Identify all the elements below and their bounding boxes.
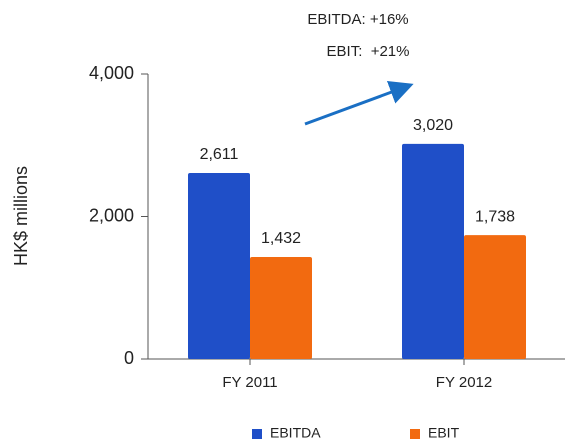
bar bbox=[464, 235, 526, 359]
arrow bbox=[304, 80, 414, 126]
legend-swatch bbox=[410, 429, 420, 439]
x-tick-label: FY 2012 bbox=[436, 374, 492, 391]
legend-label: EBIT bbox=[428, 425, 460, 441]
data-label: 2,611 bbox=[200, 146, 239, 163]
y-axis-label: HK$ millions bbox=[11, 166, 31, 266]
annotation: EBITDA: +16% bbox=[307, 11, 408, 28]
data-label: 1,738 bbox=[475, 208, 515, 225]
y-tick-label: 4,000 bbox=[89, 63, 134, 83]
y-tick-label: 2,000 bbox=[89, 205, 134, 225]
legend-label: EBITDA bbox=[270, 425, 321, 441]
data-label: 1,432 bbox=[261, 230, 301, 247]
legend-swatch bbox=[252, 429, 262, 439]
bar bbox=[402, 143, 464, 359]
x-tick-label: FY 2011 bbox=[222, 374, 277, 391]
y-tick-label: 0 bbox=[124, 348, 134, 368]
bar bbox=[250, 256, 312, 359]
bar bbox=[188, 172, 250, 359]
annotation: EBIT: +21% bbox=[327, 43, 410, 60]
data-label: 3,020 bbox=[413, 117, 453, 134]
